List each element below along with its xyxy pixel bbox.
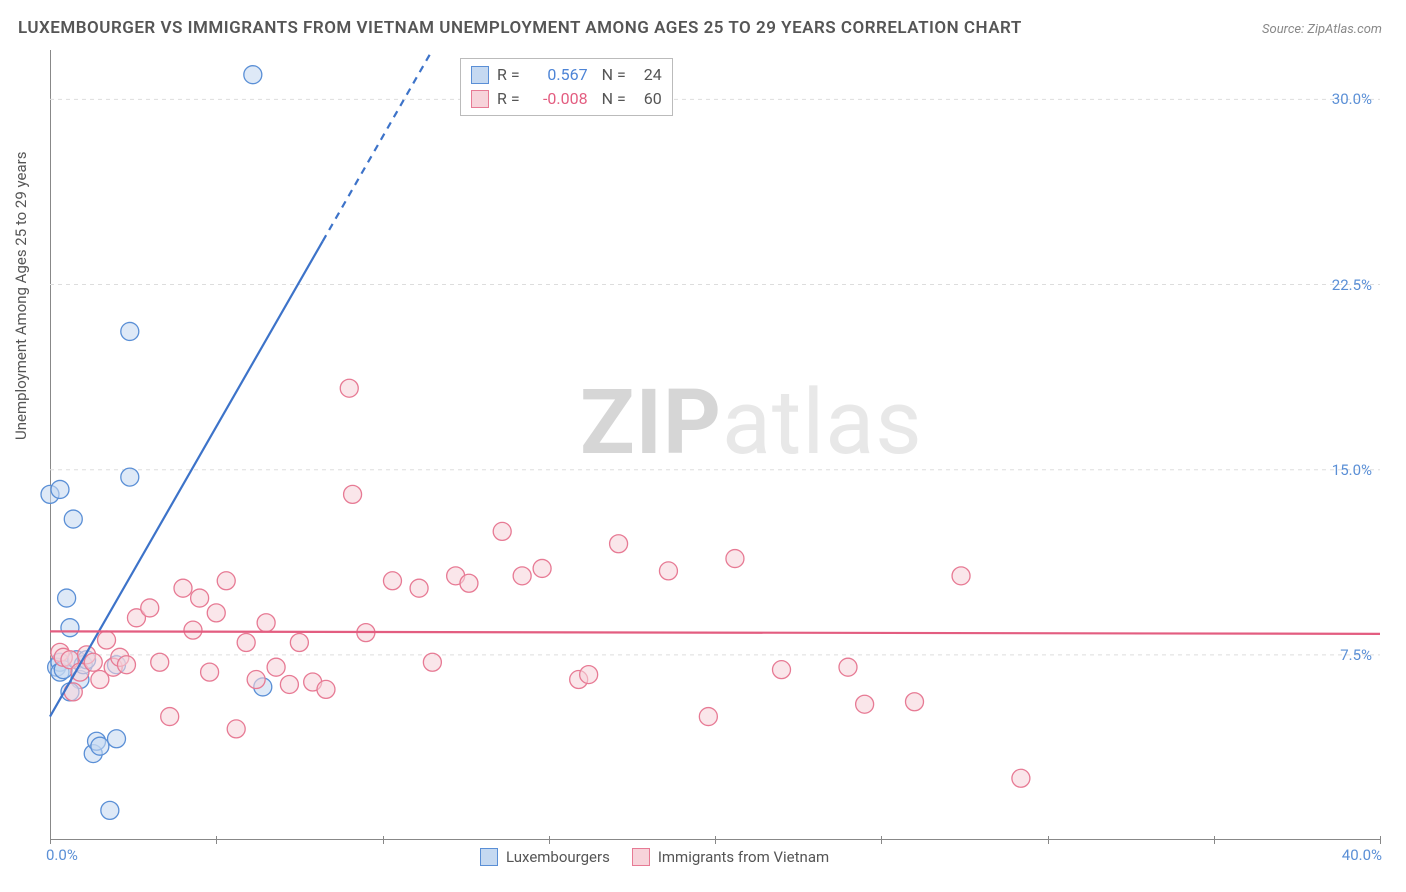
trendlines-group — [50, 50, 1380, 717]
data-point — [184, 621, 202, 639]
correlation-row-pink: R = -0.008 N = 60 — [471, 87, 662, 111]
n-prefix: N = — [602, 87, 626, 111]
data-point — [493, 522, 511, 540]
x-tick — [1048, 836, 1049, 844]
data-point — [344, 485, 362, 503]
data-point — [952, 567, 970, 585]
data-point — [121, 322, 139, 340]
data-point — [317, 680, 335, 698]
r-prefix: R = — [497, 87, 520, 111]
data-point — [108, 730, 126, 748]
data-point — [290, 634, 308, 652]
data-point — [201, 663, 219, 681]
data-point — [1012, 769, 1030, 787]
data-point — [237, 634, 255, 652]
data-point — [61, 619, 79, 637]
x-tick — [715, 836, 716, 844]
data-point — [98, 631, 116, 649]
y-tick-label: 7.5% — [1340, 646, 1372, 664]
data-point — [659, 562, 677, 580]
data-point — [699, 708, 717, 726]
data-point — [101, 801, 119, 819]
x-tick-label-max: 40.0% — [1342, 846, 1382, 864]
y-tick-label: 30.0% — [1332, 90, 1372, 108]
data-point — [906, 693, 924, 711]
correlation-legend: R = 0.567 N = 24 R = -0.008 N = 60 — [460, 58, 673, 116]
r-prefix: R = — [497, 63, 520, 87]
data-point — [191, 589, 209, 607]
swatch-blue-icon — [480, 848, 498, 866]
data-point — [161, 708, 179, 726]
r-value-blue: 0.567 — [528, 63, 588, 87]
swatch-pink-icon — [632, 848, 650, 866]
source-attribution: Source: ZipAtlas.com — [1262, 22, 1382, 37]
x-tick — [1214, 836, 1215, 844]
series-group — [41, 66, 1030, 820]
data-point — [91, 737, 109, 755]
x-tick-label-min: 0.0% — [46, 846, 78, 864]
x-tick — [50, 836, 51, 844]
n-prefix: N = — [602, 63, 626, 87]
data-point — [460, 574, 478, 592]
plot-svg — [50, 50, 1380, 840]
correlation-row-blue: R = 0.567 N = 24 — [471, 63, 662, 87]
r-value-pink: -0.008 — [528, 87, 588, 111]
data-point — [51, 480, 69, 498]
legend-item-pink: Immigrants from Vietnam — [632, 848, 829, 866]
data-point — [121, 468, 139, 486]
data-point — [580, 666, 598, 684]
data-point — [423, 653, 441, 671]
data-point — [340, 379, 358, 397]
data-point — [227, 720, 245, 738]
x-tick — [1380, 836, 1381, 844]
trend-line — [50, 241, 323, 716]
y-tick-label: 22.5% — [1332, 276, 1372, 294]
data-point — [257, 614, 275, 632]
data-point — [64, 510, 82, 528]
data-point — [773, 661, 791, 679]
trend-line-dashed — [323, 50, 433, 241]
data-point — [839, 658, 857, 676]
n-value-pink: 60 — [634, 87, 662, 111]
data-point — [244, 66, 262, 84]
x-tick — [549, 836, 550, 844]
data-point — [84, 653, 102, 671]
n-value-blue: 24 — [634, 63, 662, 87]
data-point — [174, 579, 192, 597]
data-point — [58, 589, 76, 607]
data-point — [513, 567, 531, 585]
legend-label-blue: Luxembourgers — [506, 848, 610, 866]
series-legend: Luxembourgers Immigrants from Vietnam — [480, 848, 829, 866]
data-point — [610, 535, 628, 553]
data-point — [856, 695, 874, 713]
data-point — [726, 550, 744, 568]
data-point — [533, 559, 551, 577]
data-point — [117, 656, 135, 674]
x-tick — [383, 836, 384, 844]
data-point — [247, 671, 265, 689]
swatch-pink-icon — [471, 90, 489, 108]
y-axis-label: Unemployment Among Ages 25 to 29 years — [12, 152, 30, 440]
data-point — [207, 604, 225, 622]
swatch-blue-icon — [471, 66, 489, 84]
legend-label-pink: Immigrants from Vietnam — [658, 848, 829, 866]
chart-title: LUXEMBOURGER VS IMMIGRANTS FROM VIETNAM … — [18, 18, 1022, 38]
data-point — [151, 653, 169, 671]
data-point — [280, 675, 298, 693]
data-point — [267, 658, 285, 676]
x-tick — [216, 836, 217, 844]
plot-area: ZIPatlas 7.5%15.0%22.5%30.0% 0.0% 40.0% … — [50, 50, 1380, 840]
data-point — [217, 572, 235, 590]
x-tick — [881, 836, 882, 844]
gridlines — [50, 99, 1380, 654]
data-point — [141, 599, 159, 617]
data-point — [410, 579, 428, 597]
data-point — [383, 572, 401, 590]
y-tick-label: 15.0% — [1332, 461, 1372, 479]
legend-item-blue: Luxembourgers — [480, 848, 610, 866]
